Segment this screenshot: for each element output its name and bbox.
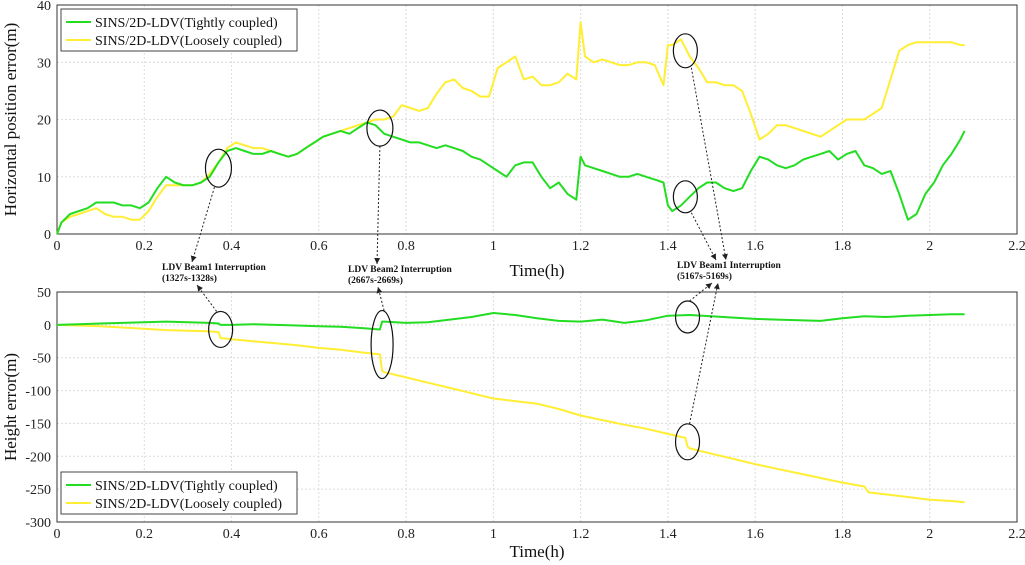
x-tick-label: 0.6 <box>310 527 328 542</box>
y-tick-label: -100 <box>25 385 51 400</box>
x-tick-label: 0.8 <box>397 527 415 542</box>
legend: SINS/2D-LDV(Tightly coupled) SINS/2D-LDV(… <box>60 8 298 52</box>
annotation-arrow <box>690 212 717 261</box>
x-tick-label: 1.2 <box>572 527 590 542</box>
series-line-loosely <box>56 21 965 235</box>
annotation-range: (1327s-1328s) <box>162 273 217 284</box>
x-tick-label: 1.6 <box>746 239 764 254</box>
annotation-arrow <box>196 284 218 312</box>
y-axis-label: Height error(m) <box>1 353 20 461</box>
x-tick-label: 0.2 <box>136 527 154 542</box>
legend-entry: SINS/2D-LDV(Loosely coupled) <box>95 497 282 512</box>
highlight-ellipse <box>208 310 234 349</box>
x-tick-label: 0.8 <box>397 239 415 254</box>
annotation-title: LDV Beam2 Interruption <box>348 265 453 275</box>
legend-box <box>60 8 298 52</box>
highlight-ellipse <box>366 109 394 147</box>
y-tick-label: -300 <box>25 516 51 531</box>
x-axis-label: Time(h) <box>509 542 564 561</box>
highlight-ellipse <box>204 148 233 188</box>
series-line-tightly <box>56 121 966 235</box>
x-tick-label: 0.2 <box>136 239 154 254</box>
x-tick-label: 1.4 <box>659 527 677 542</box>
annotation-arrow <box>376 286 385 311</box>
x-tick-label: 0.4 <box>223 239 241 254</box>
highlight-ellipse <box>672 33 698 69</box>
annotation-layer: LDV Beam1 Interruption(1327s-1328s)LDV B… <box>162 33 782 461</box>
annotation-range: (5167s-5169s) <box>677 271 732 282</box>
y-tick-label: 10 <box>37 171 51 186</box>
legend-entry: SINS/2D-LDV(Tightly coupled) <box>95 479 278 494</box>
legend-entry: SINS/2D-LDV(Loosely coupled) <box>95 34 282 49</box>
x-tick-label: 1.6 <box>746 527 764 542</box>
y-tick-label: 0 <box>44 228 51 243</box>
x-tick-label: 0 <box>54 527 61 542</box>
highlight-ellipse <box>674 423 701 461</box>
annotation-arrow <box>374 146 381 265</box>
y-tick-label: -200 <box>25 450 51 465</box>
highlight-ellipse <box>370 309 394 380</box>
y-tick-label: 30 <box>37 56 51 71</box>
annotation-arrow <box>689 282 720 424</box>
x-tick-label: 2.2 <box>1008 239 1025 254</box>
highlight-ellipse <box>674 300 701 334</box>
plot-frame <box>56 4 1018 235</box>
annotation-title: LDV Beam1 Interruption <box>162 263 267 273</box>
x-tick-label: 2 <box>926 527 933 542</box>
x-tick-label: 1.2 <box>572 239 590 254</box>
y-tick-label: -150 <box>25 417 51 432</box>
plot-frame <box>56 291 1018 523</box>
height-error-plot: 0 0.2 0.4 0.6 0.8 1 1.2 1.4 1.6 1.8 2 2.2 50 0 -50 -100… <box>1 286 1025 561</box>
y-tick-label: 40 <box>37 0 51 14</box>
x-tick-label: 0.6 <box>310 239 328 254</box>
annotation-title: LDV Beam1 Interruption <box>677 261 782 271</box>
x-tick-label: 0 <box>54 239 61 254</box>
x-tick-label: 2.2 <box>1008 527 1025 542</box>
x-tick-label: 0.4 <box>223 527 241 542</box>
y-tick-label: -250 <box>25 483 51 498</box>
annotation-arrow <box>190 187 215 263</box>
y-tick-label: 20 <box>37 114 51 129</box>
legend: SINS/2D-LDV(Tightly coupled) SINS/2D-LDV(… <box>60 471 298 515</box>
horizontal-error-plot: 0 0.2 0.4 0.6 0.8 1 1.2 1.4 1.6 1.8 2 2.2 0 10 20 30 40 T… <box>1 0 1025 280</box>
y-tick-label: 50 <box>37 286 51 301</box>
annotation-arrow <box>690 67 728 261</box>
annotation-arrow <box>689 282 713 302</box>
legend-entry: SINS/2D-LDV(Tightly coupled) <box>95 16 278 31</box>
y-tick-label: -50 <box>32 352 51 367</box>
series-line-tightly <box>56 312 965 331</box>
x-tick-label: 1.8 <box>834 527 852 542</box>
highlight-ellipse <box>672 180 698 214</box>
x-tick-label: 1.8 <box>834 239 852 254</box>
legend-box <box>60 471 298 515</box>
series-line-loosely <box>56 323 965 504</box>
x-tick-label: 1 <box>490 527 497 542</box>
annotation-range: (2667s-2669s) <box>348 275 403 286</box>
y-tick-label: 0 <box>44 319 51 334</box>
x-axis-label: Time(h) <box>509 261 564 280</box>
x-tick-label: 1 <box>490 239 497 254</box>
y-axis-label: Horizontal position error(m) <box>1 23 20 217</box>
x-tick-label: 1.4 <box>659 239 677 254</box>
x-tick-label: 2 <box>926 239 933 254</box>
